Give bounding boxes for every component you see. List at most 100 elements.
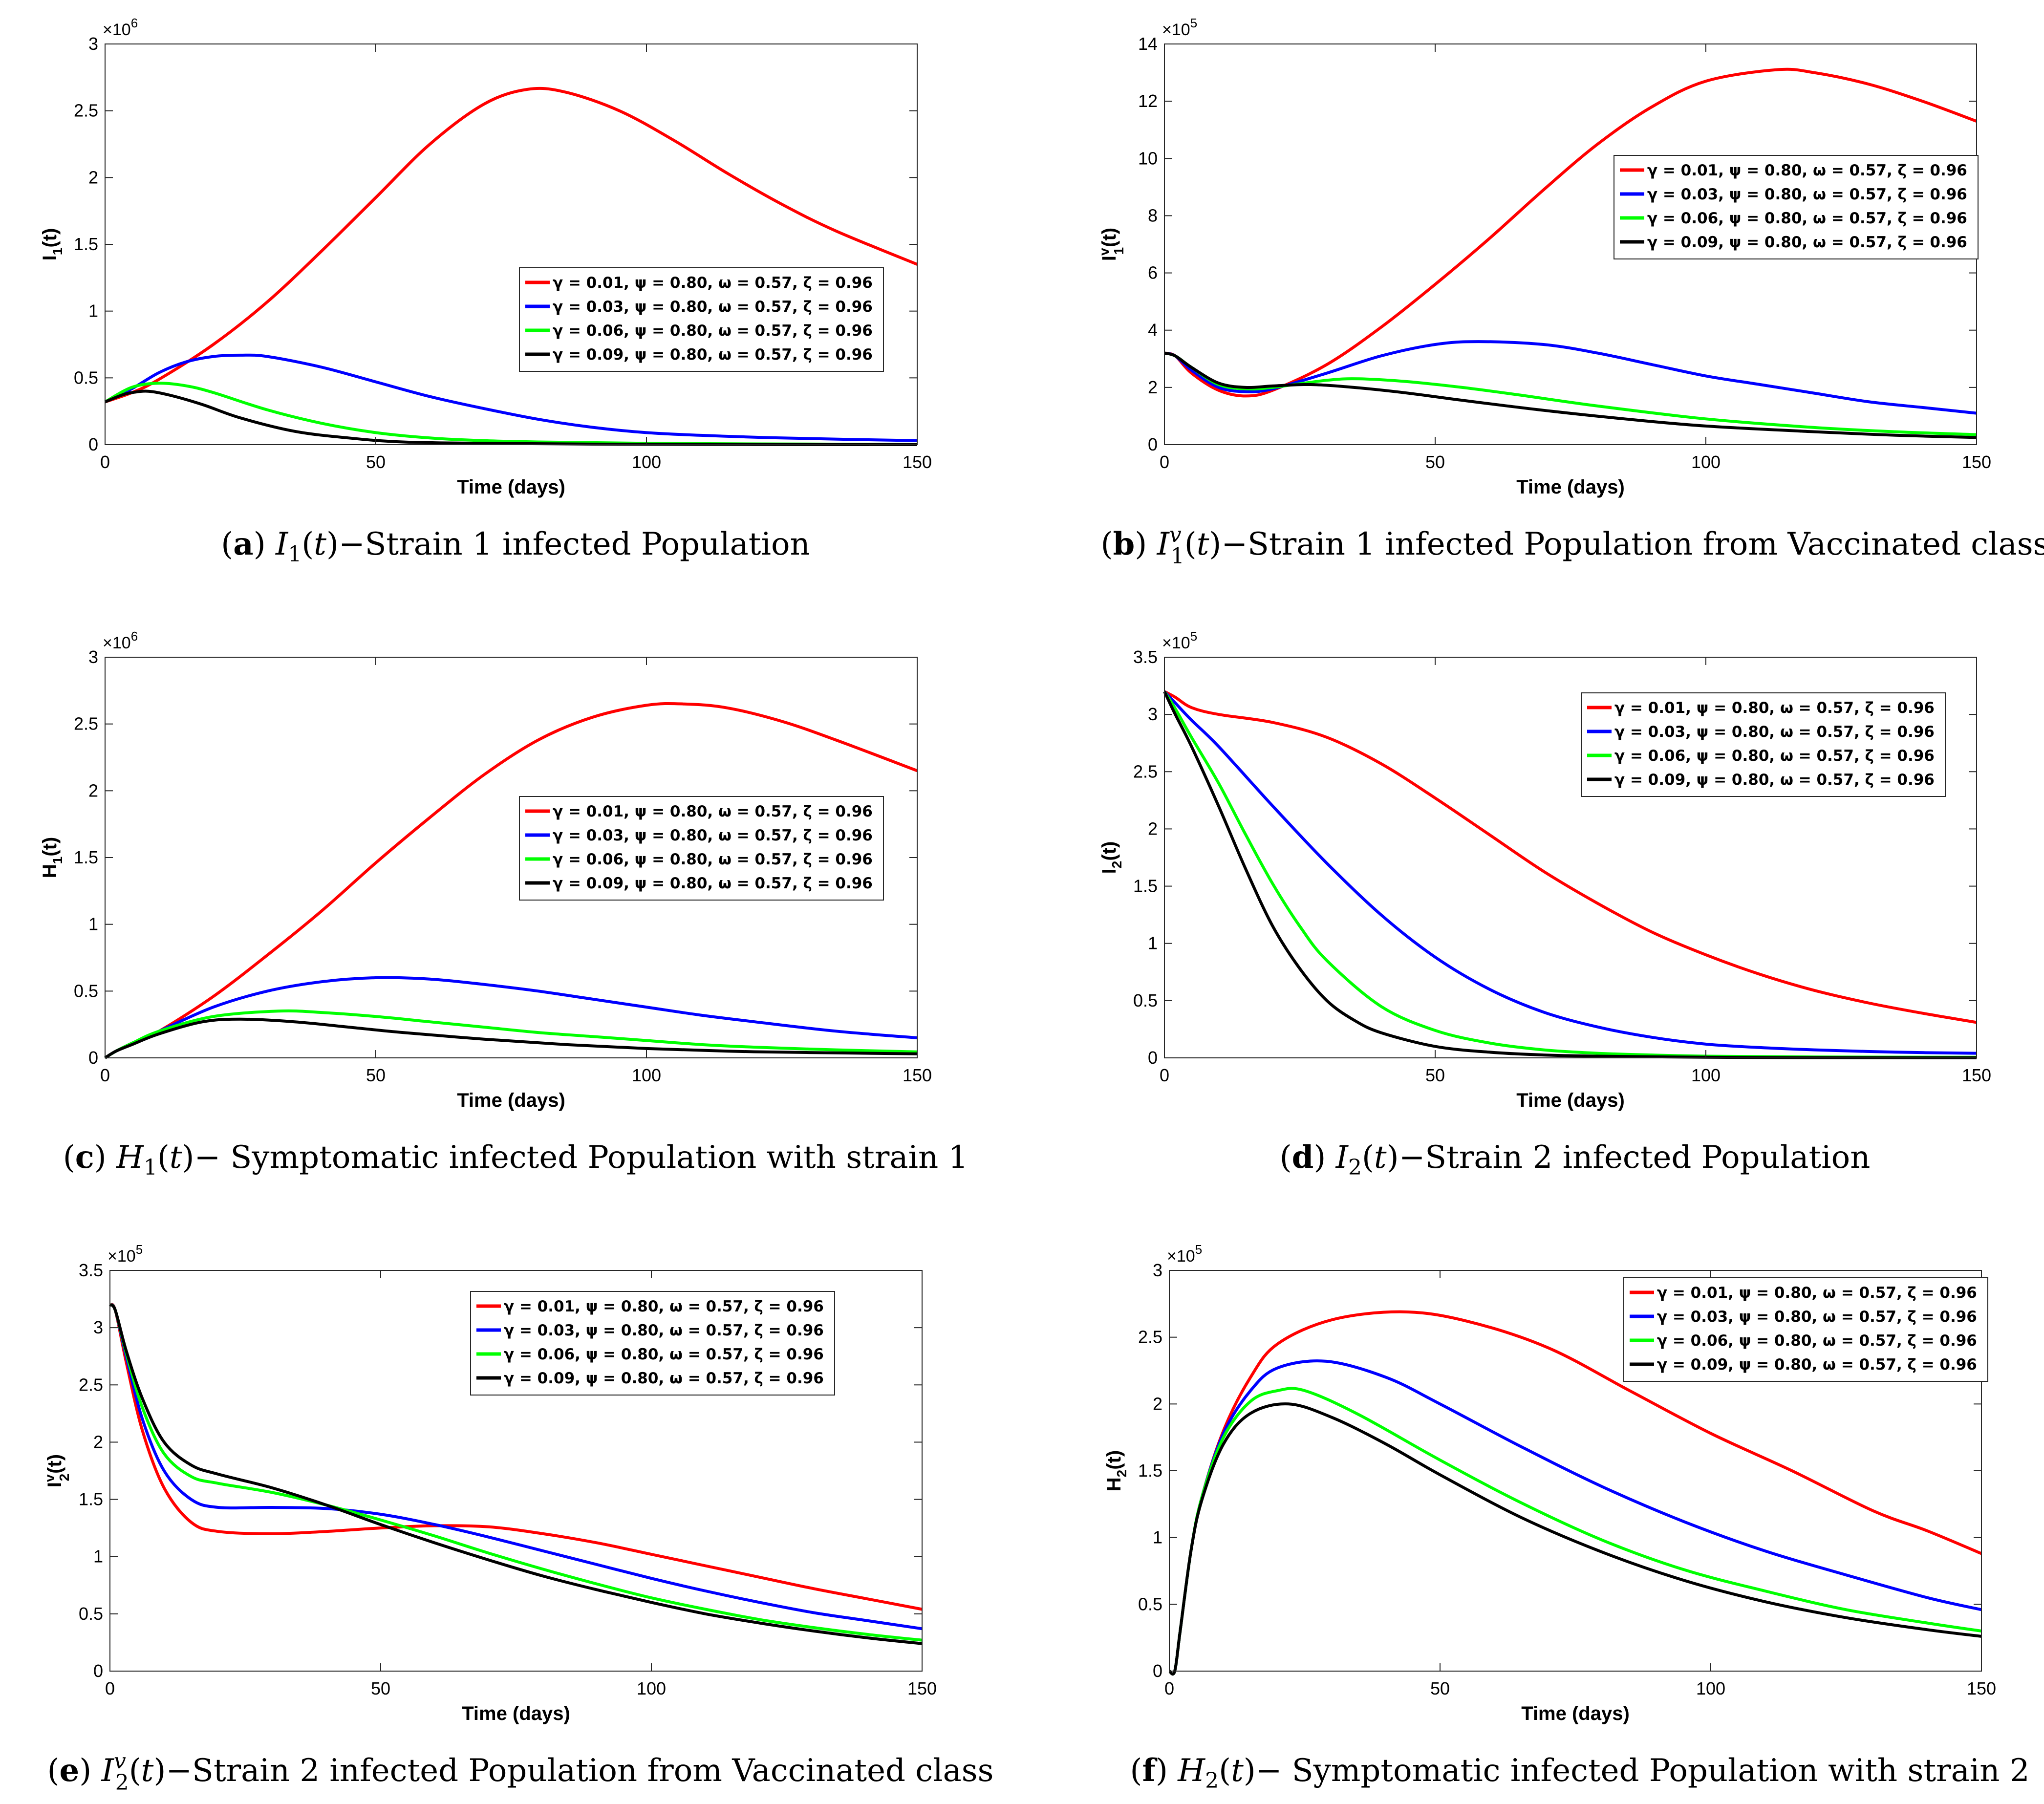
y-tick-label: 2.5 — [79, 1374, 103, 1395]
y-tick-label: 2 — [1153, 1394, 1162, 1414]
legend-entry: γ = 0.06, ψ = 0.80, ω = 0.57, ζ = 0.96 — [1647, 210, 1967, 227]
y-tick-label: 0 — [88, 1048, 98, 1068]
series-line-2 — [104, 353, 918, 442]
panel-caption: (d) I2(t)−Strain 2 infected Population — [1280, 1139, 1871, 1180]
axis-multiplier: ×106 — [103, 629, 138, 652]
legend-box — [519, 267, 884, 372]
y-tick-label: 1 — [1148, 933, 1158, 953]
axes-frame — [109, 1270, 923, 1672]
y-tick-label: 0.5 — [74, 981, 98, 1001]
x-axis-label: Time (days) — [1521, 1703, 1630, 1724]
y-tick-label: 2.5 — [74, 101, 98, 121]
y-axis-label: H1(t) — [39, 837, 65, 878]
x-tick-label: 0 — [105, 1678, 115, 1698]
series-line-1 — [104, 702, 918, 1059]
legend-entry: γ = 0.01, ψ = 0.80, ω = 0.57, ζ = 0.96 — [504, 1298, 824, 1315]
y-tick-label: 3 — [88, 647, 98, 667]
y-tick-label: 2 — [93, 1432, 103, 1452]
x-tick-label: 0 — [100, 1065, 110, 1085]
legend-entry: γ = 0.06, ψ = 0.80, ω = 0.57, ζ = 0.96 — [1657, 1332, 1977, 1350]
y-axis-label: Iv1(t) — [1097, 228, 1126, 261]
panel-e: 0 50 100 150 0 0.5 1 1.5 2 2.5 3 3.5×105 Time (days)… — [42, 1242, 937, 1724]
y-tick-label: 1 — [88, 301, 98, 321]
y-tick-label: 1.5 — [1133, 876, 1158, 896]
legend-entry: γ = 0.09, ψ = 0.80, ω = 0.57, ζ = 0.96 — [504, 1370, 824, 1387]
y-tick-label: 1 — [88, 914, 98, 934]
y-tick-label: 10 — [1138, 148, 1158, 168]
x-axis-label: Time (days) — [1516, 476, 1625, 498]
legend-entry: γ = 0.09, ψ = 0.80, ω = 0.57, ζ = 0.96 — [1614, 771, 1935, 789]
legend-entry: γ = 0.09, ψ = 0.80, ω = 0.57, ζ = 0.96 — [1657, 1356, 1977, 1374]
series-line-3 — [104, 1009, 918, 1059]
y-tick-label: 8 — [1148, 205, 1158, 225]
y-tick-label: 3 — [88, 34, 98, 54]
legend-entry: γ = 0.06, ψ = 0.80, ω = 0.57, ζ = 0.96 — [553, 851, 873, 868]
legend-entry: γ = 0.03, ψ = 0.80, ω = 0.57, ζ = 0.96 — [553, 298, 873, 316]
legend-entry: γ = 0.01, ψ = 0.80, ω = 0.57, ζ = 0.96 — [1614, 699, 1935, 717]
series-line-3 — [108, 1303, 923, 1642]
legend-entry: γ = 0.09, ψ = 0.80, ω = 0.57, ζ = 0.96 — [553, 875, 873, 892]
y-tick-label: 0.5 — [79, 1604, 103, 1624]
y-tick-label: 0 — [1148, 434, 1158, 454]
x-tick-label: 150 — [1962, 1065, 1991, 1085]
axes-frame — [1164, 657, 1977, 1058]
x-axis-label: Time (days) — [457, 476, 565, 498]
y-tick-label: 0.5 — [74, 367, 98, 387]
x-tick-label: 150 — [907, 1678, 937, 1698]
x-tick-label: 50 — [1425, 1065, 1445, 1085]
y-tick-label: 3.5 — [79, 1260, 103, 1280]
y-tick-label: 1.5 — [79, 1489, 103, 1509]
x-axis-label: Time (days) — [462, 1703, 570, 1724]
y-tick-label: 2 — [88, 167, 98, 187]
y-axis-label: H2(t) — [1103, 1450, 1129, 1491]
panel-letter: a — [233, 526, 253, 562]
legend-box — [1623, 1277, 1988, 1382]
panel-caption: (a) I1(t)−Strain 1 infected Population — [221, 526, 810, 567]
axis-multiplier: ×105 — [1167, 1242, 1202, 1266]
x-axis-label: Time (days) — [1516, 1090, 1625, 1111]
x-tick-label: 50 — [1425, 452, 1445, 472]
y-axis-label: I1(t) — [39, 228, 65, 261]
legend-entry: γ = 0.06, ψ = 0.80, ω = 0.57, ζ = 0.96 — [504, 1346, 824, 1363]
y-tick-label: 2 — [1148, 818, 1158, 838]
x-tick-label: 0 — [1160, 1065, 1169, 1085]
axis-multiplier: ×105 — [1162, 629, 1197, 652]
y-tick-label: 2.5 — [1133, 761, 1158, 781]
y-tick-label: 1.5 — [74, 847, 98, 867]
series-line-1 — [108, 1303, 923, 1611]
legend-box — [1614, 155, 1979, 259]
x-tick-label: 150 — [903, 452, 932, 472]
legend-entry: γ = 0.01, ψ = 0.80, ω = 0.57, ζ = 0.96 — [1657, 1284, 1977, 1302]
series-line-4 — [108, 1303, 923, 1645]
legend-entry: γ = 0.03, ψ = 0.80, ω = 0.57, ζ = 0.96 — [553, 827, 873, 844]
axis-multiplier: ×106 — [103, 16, 138, 39]
series-line-1 — [1163, 690, 1977, 1024]
series-line-4 — [1163, 691, 1977, 1059]
y-tick-label: 3 — [1148, 704, 1158, 724]
x-tick-label: 0 — [100, 452, 110, 472]
legend-entry: γ = 0.03, ψ = 0.80, ω = 0.57, ζ = 0.96 — [1614, 723, 1935, 741]
y-tick-label: 1 — [93, 1546, 103, 1567]
y-tick-label: 2.5 — [1138, 1327, 1162, 1347]
series-line-4 — [1168, 1402, 1982, 1676]
legend-entry: γ = 0.01, ψ = 0.80, ω = 0.57, ζ = 0.96 — [553, 803, 873, 820]
panel-d: 0 50 100 150 0 0.5 1 1.5 2 2.5 3 3.5×105 Time (days)… — [1098, 629, 1991, 1111]
x-tick-label: 150 — [903, 1065, 932, 1085]
x-axis-label: Time (days) — [457, 1090, 565, 1111]
y-tick-label: 2 — [1148, 377, 1158, 397]
series-line-2 — [108, 1303, 923, 1631]
series-line-2 — [104, 976, 918, 1059]
y-tick-label: 0 — [93, 1661, 103, 1681]
x-tick-label: 150 — [1967, 1678, 1996, 1698]
legend-box — [470, 1291, 835, 1396]
x-tick-label: 50 — [366, 452, 386, 472]
series-line-4 — [104, 1017, 918, 1059]
legend-entry: γ = 0.09, ψ = 0.80, ω = 0.57, ζ = 0.96 — [553, 346, 873, 364]
x-tick-label: 100 — [1691, 452, 1721, 472]
axis-multiplier: ×105 — [1162, 16, 1197, 39]
y-tick-label: 0 — [1148, 1048, 1158, 1068]
x-tick-label: 0 — [1160, 452, 1169, 472]
y-tick-label: 0 — [1153, 1661, 1162, 1681]
y-tick-label: 3.5 — [1133, 647, 1158, 667]
